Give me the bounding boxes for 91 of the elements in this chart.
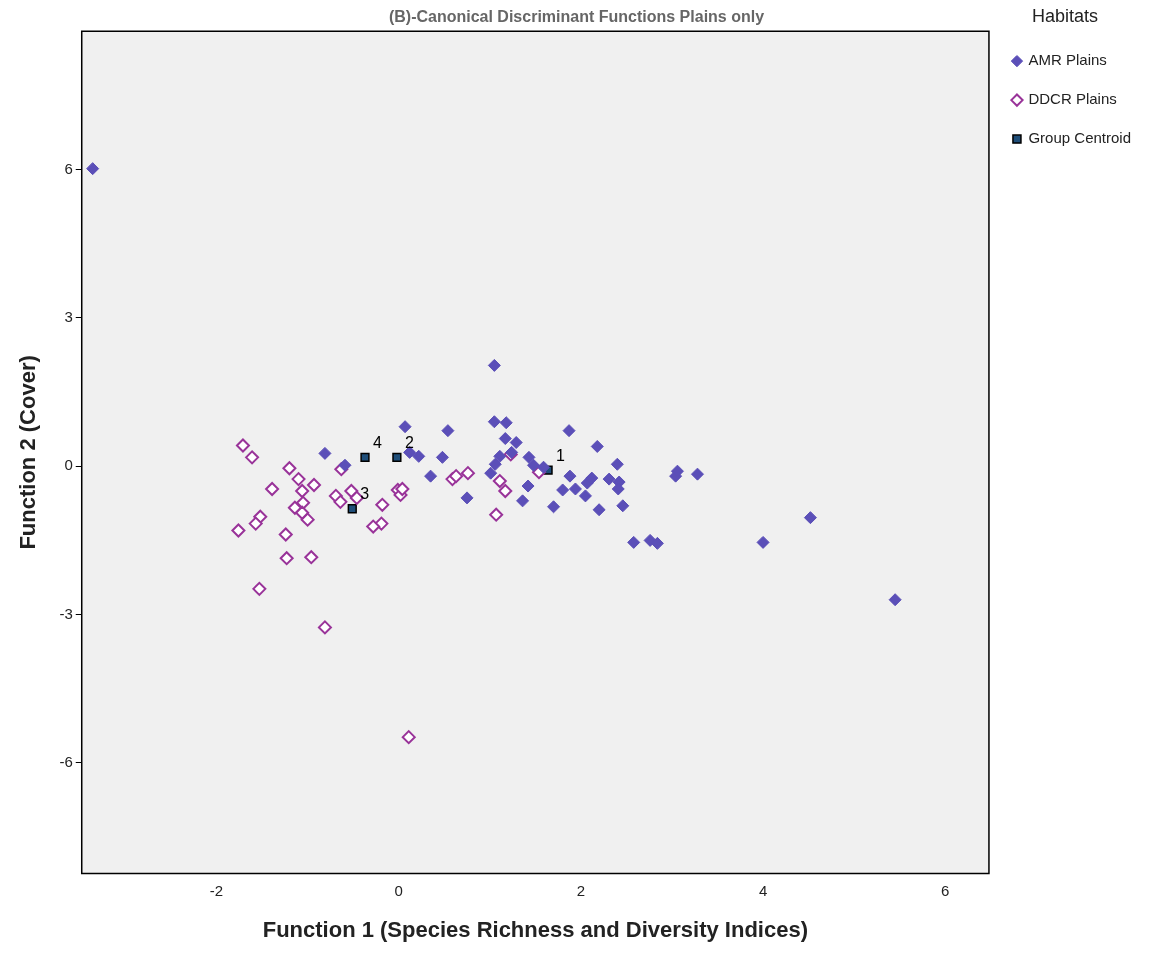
point [360, 452, 370, 462]
point [888, 593, 902, 607]
point [592, 503, 606, 517]
x-tick-label: 6 [941, 881, 950, 899]
point [366, 519, 381, 534]
point [424, 469, 438, 483]
point [295, 483, 310, 498]
point [509, 436, 523, 450]
legend-title: Habitats [1031, 5, 1098, 26]
point [493, 449, 507, 463]
x-tick-label: 4 [758, 881, 768, 899]
point [590, 439, 604, 453]
point [527, 458, 541, 472]
point [489, 507, 504, 522]
annotation: 2 [404, 433, 414, 451]
point [265, 481, 280, 496]
point [295, 505, 310, 520]
y-axis-title: Function 2 (Cover) [15, 355, 41, 550]
point [307, 478, 322, 493]
point [296, 495, 311, 510]
point [375, 497, 390, 512]
point [412, 449, 426, 463]
point [627, 535, 641, 549]
point [498, 432, 512, 446]
legend-label: Group Centroid [1028, 129, 1132, 147]
point [568, 482, 582, 496]
point [492, 474, 507, 489]
point [690, 467, 704, 481]
point [333, 494, 348, 509]
point [610, 457, 624, 471]
point [449, 469, 464, 484]
legend-label: DDCR Plains [1028, 90, 1117, 108]
point [516, 494, 530, 508]
point [488, 457, 502, 471]
point [563, 469, 577, 483]
point [338, 458, 352, 472]
point [650, 536, 664, 550]
point [401, 730, 416, 745]
point [86, 162, 100, 176]
point [441, 424, 455, 438]
point [460, 491, 474, 505]
point [252, 581, 267, 596]
point [487, 358, 501, 372]
point [231, 523, 246, 538]
chart-title: (B)-Canonical Discriminant Functions Plains only [388, 8, 765, 26]
x-tick-label: 0 [394, 881, 403, 899]
point [245, 450, 260, 465]
point [556, 483, 570, 497]
point [248, 516, 263, 531]
point [585, 471, 599, 485]
point [347, 504, 357, 514]
x-axis-title: Function 1 (Species Richness and Diversity Indices) [262, 916, 808, 942]
point [521, 479, 535, 493]
point [435, 450, 449, 464]
annotation: 1 [556, 446, 566, 464]
point [602, 472, 616, 486]
point [487, 415, 501, 429]
y-tick-label: -6 [59, 753, 73, 770]
point [278, 527, 293, 542]
annotation: 4 [373, 433, 383, 451]
legend-label: AMR Plains [1028, 51, 1107, 69]
point [484, 466, 498, 480]
point [395, 481, 410, 496]
y-tick-label: 6 [64, 159, 73, 177]
point [282, 461, 297, 476]
annotation: 3 [360, 485, 370, 503]
point [291, 472, 306, 487]
x-tick-label: 2 [576, 881, 586, 899]
point [616, 499, 630, 513]
point [235, 438, 250, 453]
point [318, 446, 332, 460]
point [562, 424, 576, 438]
point [499, 416, 513, 430]
point [537, 460, 551, 474]
point [460, 466, 475, 481]
x-tick-label: -2 [209, 881, 224, 899]
point [578, 489, 592, 503]
point [547, 500, 561, 514]
point [392, 452, 402, 462]
point [304, 550, 319, 565]
point [279, 551, 294, 566]
y-tick-label: 0 [64, 456, 73, 474]
point [803, 511, 817, 525]
point [344, 483, 359, 498]
y-tick-label: 3 [64, 308, 73, 326]
point [398, 420, 412, 434]
point [498, 483, 513, 498]
y-tick-label: -3 [59, 604, 73, 622]
point [317, 620, 332, 635]
point [522, 450, 536, 464]
point [756, 535, 770, 549]
